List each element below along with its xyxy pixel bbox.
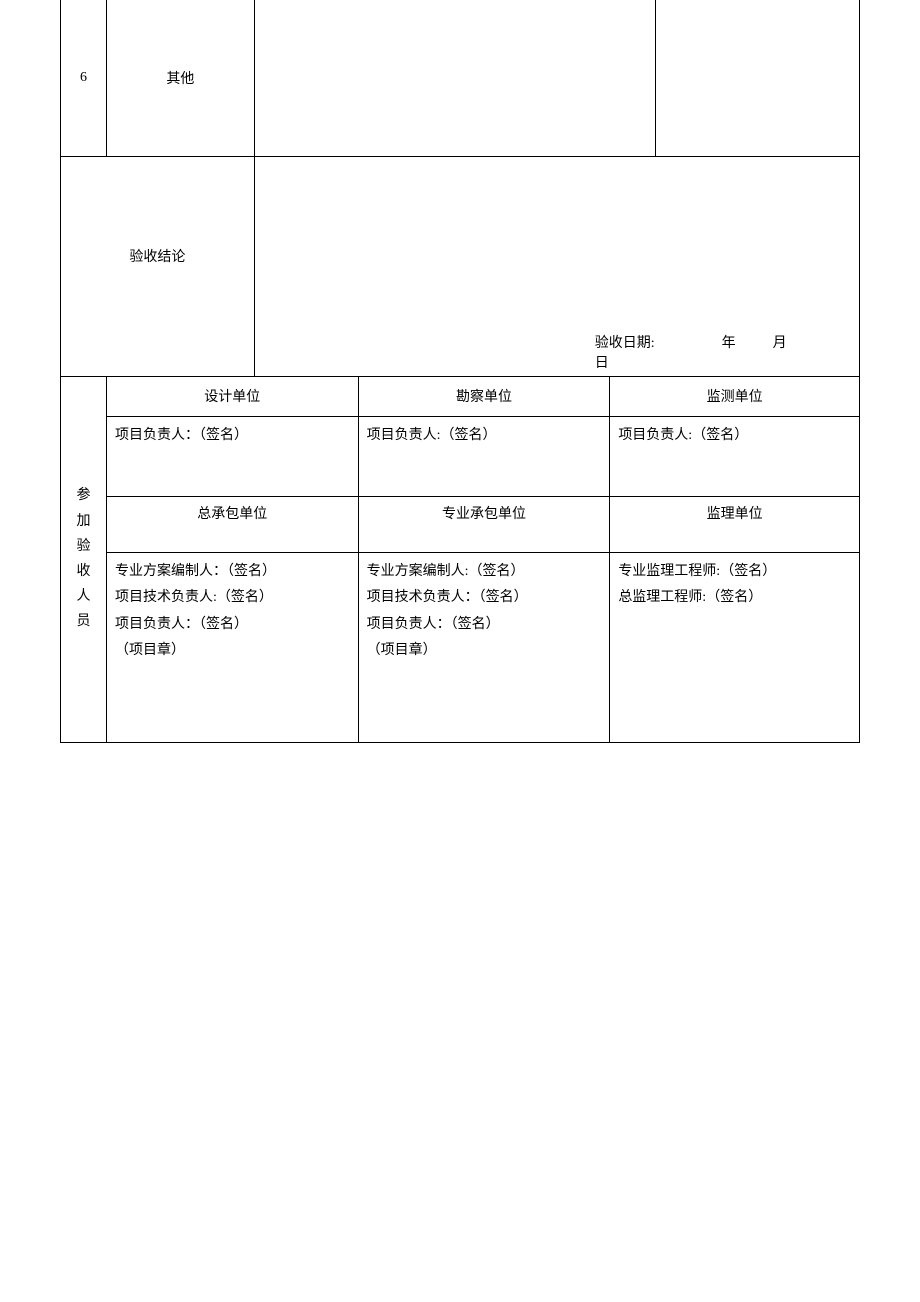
special-unit-sign: 专业方案编制人:（签名） 项目技术负责人：（签名） 项目负责人：（签名） （项目… bbox=[358, 552, 610, 742]
supervision-sign-line1: 专业监理工程师:（签名） bbox=[618, 559, 851, 586]
row-extra-cell bbox=[656, 0, 860, 156]
general-sign-line2: 项目技术负责人:（签名） bbox=[115, 585, 350, 612]
survey-unit-sign: 项目负责人:（签名） bbox=[358, 416, 610, 496]
general-sign-line1: 专业方案编制人：（签名） bbox=[115, 559, 350, 586]
row-label-cell: 其他 bbox=[106, 0, 254, 156]
personnel-char: 员 bbox=[67, 609, 100, 634]
special-sign-line2: 项目技术负责人：（签名） bbox=[367, 585, 602, 612]
conclusion-row: 验收结论 验收日期: 年 月 日 bbox=[61, 156, 860, 356]
personnel-char: 加 bbox=[67, 509, 100, 534]
acceptance-date-line: 验收日期: 年 月 日 bbox=[255, 332, 839, 372]
design-unit-sign: 项目负责人：（签名） bbox=[106, 416, 358, 496]
monitor-unit-sign: 项目负责人:（签名） bbox=[610, 416, 860, 496]
special-sign-line4: （项目章） bbox=[367, 638, 602, 665]
row-index: 6 bbox=[80, 70, 87, 85]
personnel-char: 收 bbox=[67, 559, 100, 584]
general-unit-sign: 专业方案编制人：（签名） 项目技术负责人:（签名） 项目负责人：（签名） （项目… bbox=[106, 552, 358, 742]
survey-unit-label: 勘察单位 bbox=[456, 390, 512, 405]
conclusion-label-cell: 验收结论 bbox=[61, 156, 255, 356]
personnel-char: 参 bbox=[67, 483, 100, 508]
personnel-char: 验 bbox=[67, 534, 100, 559]
special-unit-label: 专业承包单位 bbox=[442, 507, 526, 522]
special-unit-header: 专业承包单位 bbox=[358, 496, 610, 552]
table-row: 6 其他 bbox=[61, 0, 860, 156]
supervision-unit-label: 监理单位 bbox=[707, 507, 763, 522]
row-label: 其他 bbox=[166, 72, 194, 87]
monitor-unit-header: 监测单位 bbox=[610, 376, 860, 416]
date-prefix: 验收日期: bbox=[595, 336, 655, 351]
supervision-unit-header: 监理单位 bbox=[610, 496, 860, 552]
unit-header-row-2: 总承包单位 专业承包单位 监理单位 bbox=[61, 496, 860, 552]
conclusion-content-cell: 验收日期: 年 月 日 bbox=[254, 156, 859, 376]
conclusion-label: 验收结论 bbox=[129, 250, 185, 265]
general-sign-line3: 项目负责人：（签名） bbox=[115, 612, 350, 639]
survey-unit-header: 勘察单位 bbox=[358, 376, 610, 416]
unit-header-row-1: 参 加 验 收 人 员 设计单位 勘察单位 监测单位 bbox=[61, 376, 860, 416]
supervision-unit-sign: 专业监理工程师:（签名） 总监理工程师:（签名） bbox=[610, 552, 860, 742]
row-content-cell bbox=[254, 0, 655, 156]
general-unit-header: 总承包单位 bbox=[106, 496, 358, 552]
supervision-sign-line2: 总监理工程师:（签名） bbox=[618, 585, 851, 612]
signature-table: 参 加 验 收 人 员 设计单位 勘察单位 监测单位 项目负责人：（签名） bbox=[60, 376, 860, 743]
survey-sign-line: 项目负责人:（签名） bbox=[367, 428, 497, 443]
design-sign-line: 项目负责人：（签名） bbox=[115, 428, 248, 443]
signature-row-1: 项目负责人：（签名） 项目负责人:（签名） 项目负责人:（签名） bbox=[61, 416, 860, 496]
acceptance-form-table: 6 其他 验收结论 验收日期: 年 月 日 bbox=[60, 0, 860, 377]
monitor-unit-label: 监测单位 bbox=[707, 390, 763, 405]
row-index-cell: 6 bbox=[61, 0, 107, 156]
personnel-char: 人 bbox=[67, 584, 100, 609]
date-day: 日 bbox=[595, 356, 609, 371]
conclusion-spacer-cell bbox=[61, 356, 255, 376]
personnel-label-cell: 参 加 验 收 人 员 bbox=[61, 376, 107, 742]
date-month: 月 bbox=[773, 336, 787, 351]
general-unit-label: 总承包单位 bbox=[197, 507, 267, 522]
special-sign-line1: 专业方案编制人:（签名） bbox=[367, 559, 602, 586]
date-year: 年 bbox=[722, 336, 736, 351]
design-unit-label: 设计单位 bbox=[204, 390, 260, 405]
design-unit-header: 设计单位 bbox=[106, 376, 358, 416]
general-sign-line4: （项目章） bbox=[115, 638, 350, 665]
special-sign-line3: 项目负责人：（签名） bbox=[367, 612, 602, 639]
signature-row-2: 专业方案编制人：（签名） 项目技术负责人:（签名） 项目负责人：（签名） （项目… bbox=[61, 552, 860, 742]
monitor-sign-line: 项目负责人:（签名） bbox=[618, 428, 748, 443]
